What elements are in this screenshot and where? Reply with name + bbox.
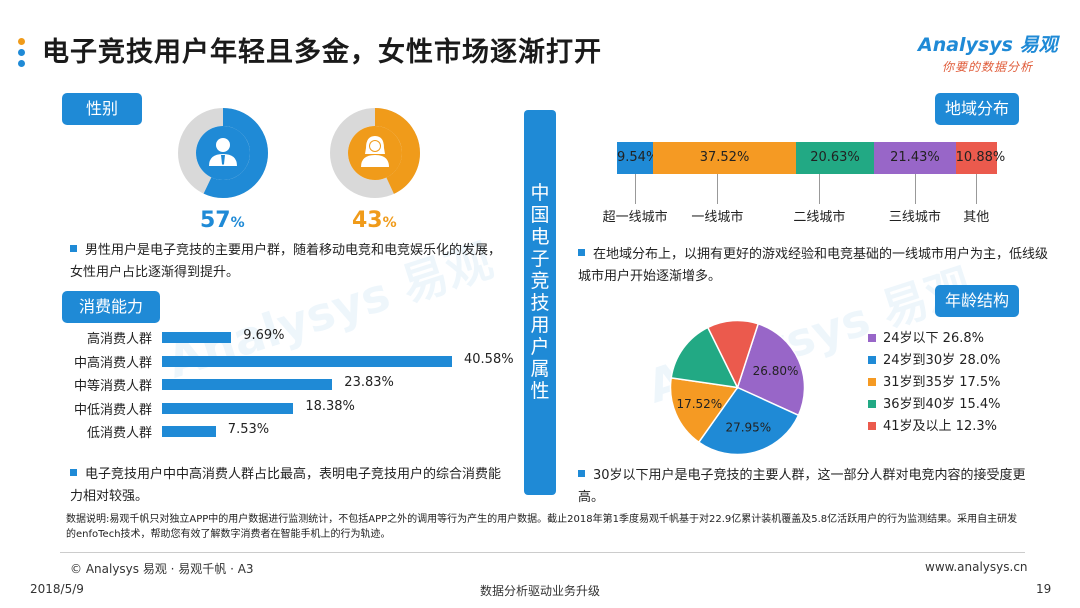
consumption-bar	[162, 355, 452, 367]
page-title: 电子竞技用户年轻且多金，女性市场逐渐打开	[42, 37, 602, 68]
region-category-label: 超一线城市	[602, 210, 668, 225]
footer-slogan: 数据分析驱动业务升级	[480, 584, 601, 598]
age-legend-label: 31岁到35岁 17.5%	[883, 375, 1001, 390]
male-percentage: 57%	[200, 208, 245, 233]
age-slice-label: 17.52%	[676, 397, 722, 411]
region-leader-line	[819, 174, 821, 204]
male-user-icon	[209, 138, 237, 166]
region-category-label: 三线城市	[888, 210, 941, 225]
legend-swatch	[868, 333, 876, 342]
age-legend-item: 24岁到30岁 28.0%	[868, 350, 1048, 372]
region-segment: 20.63%	[795, 142, 875, 174]
female-percentage: 43%	[352, 208, 397, 233]
consumption-note: 电子竞技用户中中高消费人群占比最高，表明电子竞技用户的综合消费能力相对较强。	[70, 467, 502, 504]
data-note: 数据说明:易观千帆只对独立APP中的用户数据进行监测统计，不包括APP之外的调用…	[66, 514, 1018, 540]
consumption-value-label: 18.38%	[305, 398, 355, 414]
age-legend-item: 41岁及以上 12.3%	[868, 416, 1048, 438]
region-segment: 21.43%	[874, 142, 956, 174]
consumption-value-label: 23.83%	[344, 375, 394, 390]
consumption-category-label: 高消费人群	[86, 332, 152, 347]
region-leader-line	[914, 174, 916, 204]
region-category-label: 一线城市	[691, 210, 744, 225]
consumption-bar	[162, 426, 216, 437]
age-slice-label: 27.95%	[725, 421, 771, 435]
footer-divider	[60, 552, 1025, 553]
center-section-label: 中国电子竞技用户属性	[524, 110, 556, 495]
brand-slogan: 你要的数据分析	[942, 60, 1034, 74]
male-ring-chart	[178, 108, 268, 198]
age-section-tag: 年龄结构	[935, 285, 1019, 317]
gender-note: 男性用户是电子竞技的主要用户群，随着移动电竞和电竞娱乐化的发展，女性用户占比逐渐…	[70, 243, 502, 280]
age-legend-label: 36岁到40岁 15.4%	[883, 397, 1001, 412]
female-user-icon	[361, 136, 389, 167]
consumption-value-label: 40.58%	[464, 351, 514, 367]
consumption-category-label: 中等消费人群	[73, 379, 152, 394]
age-legend-label: 24岁到30岁 28.0%	[883, 353, 1001, 368]
age-legend-item: 36岁到40岁 15.4%	[868, 394, 1048, 416]
age-legend-item: 24岁以下 26.8%	[868, 328, 1048, 350]
region-section-tag: 地域分布	[935, 93, 1019, 125]
age-legend-item: 31岁到35岁 17.5%	[868, 372, 1048, 394]
legend-swatch	[868, 399, 876, 408]
legend-swatch	[868, 355, 876, 364]
region-category-label: 其他	[963, 210, 990, 225]
footer-date: 2018/5/9	[30, 582, 84, 596]
legend-swatch	[868, 377, 876, 386]
age-legend-label: 41岁及以上 12.3%	[883, 419, 997, 434]
footer-copyright: © Analysys 易观 · 易观千帆 · A3	[70, 562, 254, 576]
consumption-section-tag: 消费能力	[62, 291, 160, 323]
consumption-bar-chart: 高消费人群 9.69% 中高消费人群 40.58% 中等消费人群 23.83% 中低消费人群…	[40, 328, 520, 448]
region-leader-line	[635, 174, 637, 204]
region-leader-line	[717, 174, 719, 204]
title-dots	[18, 38, 28, 71]
region-leader-line	[976, 174, 978, 204]
brand-logo: Analysys 易观	[918, 34, 1058, 56]
age-pie-slice	[706, 319, 760, 390]
female-ring-arc	[330, 108, 420, 198]
region-stacked-bar: 9.54% 超一线城市 37.52% 一线城市 20.63% 二线城市 21.43% 三线城市…	[603, 142, 1005, 232]
gender-section-tag: 性别	[62, 93, 142, 125]
age-pie-slice	[736, 322, 806, 417]
footer-website: www.analysys.cn	[925, 560, 1028, 574]
region-segment: 37.52%	[653, 142, 796, 174]
male-ring-arc	[178, 108, 268, 198]
age-pie-chart: 26.80% 27.95%17.52%	[669, 319, 806, 456]
region-segment: 10.88%	[955, 142, 1005, 174]
age-legend: 24岁以下 26.8% 24岁到30岁 28.0% 31岁到35岁 17.5% 36岁…	[868, 328, 1048, 438]
age-note: 30岁以下用户是电子竞技的主要人群，这一部分人群对电竞内容的接受度更高。	[578, 468, 1026, 505]
female-ring-chart	[330, 108, 420, 198]
consumption-category-label: 中高消费人群	[73, 355, 152, 371]
age-slice-label: 26.80%	[753, 364, 799, 378]
footer-page-number: 19	[1036, 582, 1052, 596]
region-note: 在地域分布上，以拥有更好的游戏经验和电竞基础的一线城市用户为主，低线级城市用户开…	[578, 247, 1049, 284]
consumption-value-label: 9.69%	[243, 328, 285, 343]
region-category-label: 二线城市	[793, 210, 846, 225]
consumption-category-label: 中低消费人群	[73, 402, 152, 418]
age-pie-slice	[669, 377, 739, 444]
consumption-value-label: 7.53%	[227, 422, 270, 437]
region-segment: 9.54%	[617, 142, 658, 174]
legend-swatch	[868, 421, 876, 430]
consumption-category-label: 低消费人群	[86, 426, 152, 441]
consumption-bar	[162, 379, 333, 390]
age-pie-slice	[670, 326, 739, 389]
age-pie-slice	[697, 386, 800, 456]
consumption-bar	[162, 332, 232, 343]
age-legend-label: 24岁以下 26.8%	[883, 331, 984, 346]
consumption-bar	[162, 402, 294, 414]
